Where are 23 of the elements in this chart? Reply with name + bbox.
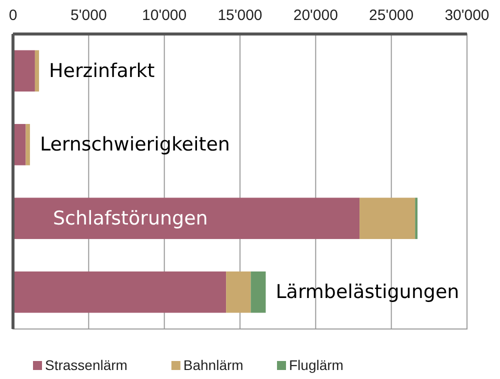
bar xyxy=(13,271,226,313)
bar xyxy=(34,50,40,92)
y-tick-label: Herzinfarkt xyxy=(49,60,155,82)
bar xyxy=(415,198,418,240)
bar xyxy=(360,198,416,240)
legend-label: Fluglärm xyxy=(289,357,344,373)
y-tick-label: Lernschwierigkeiten xyxy=(40,134,230,156)
bar xyxy=(226,271,251,313)
x-tick-label: 5'000 xyxy=(70,7,107,24)
x-tick-label: 15'000 xyxy=(218,7,262,24)
x-tick-label: 25'000 xyxy=(369,7,414,24)
y-tick-label: Lärmbelästigungen xyxy=(276,281,460,304)
x-tick-label: 20'000 xyxy=(293,7,338,24)
x-tick-label: 30'000 xyxy=(444,7,490,24)
bar xyxy=(250,271,266,313)
bar xyxy=(13,198,360,240)
legend-label: Bahnlärm xyxy=(183,357,244,373)
bar xyxy=(13,50,35,92)
y-tick-label: Schlafstörungen xyxy=(53,207,208,230)
legend-label: Strassenlärm xyxy=(45,357,128,373)
x-tick-label: 0 xyxy=(8,7,18,24)
x-tick-label: 10'000 xyxy=(142,7,187,24)
bar xyxy=(26,124,30,166)
